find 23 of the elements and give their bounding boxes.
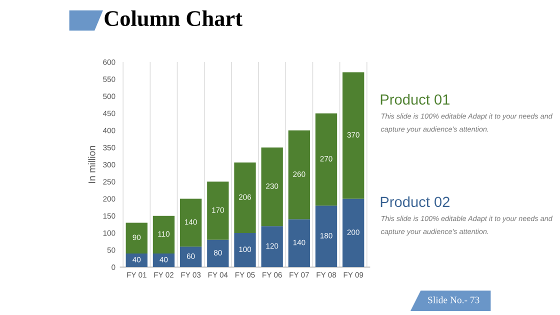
bar <box>261 226 283 268</box>
bar <box>152 216 175 254</box>
bar <box>261 148 283 226</box>
bar <box>342 198 364 268</box>
y-axis-title: In million <box>88 146 96 183</box>
chart-title: Column Chart <box>104 10 242 26</box>
bar <box>288 219 310 268</box>
bar <box>315 206 338 268</box>
bar <box>207 240 229 268</box>
bar <box>126 253 148 268</box>
series-label: Product 01 <box>380 94 450 105</box>
bar <box>342 72 364 199</box>
bar <box>288 130 310 220</box>
bar <box>126 222 148 254</box>
series-label: Product 02 <box>380 196 450 208</box>
bar <box>180 198 202 247</box>
bar <box>207 182 229 240</box>
bar <box>234 162 256 233</box>
bar <box>180 246 202 268</box>
bar <box>152 253 175 268</box>
text: Slide No.- 73 <box>428 296 480 304</box>
bar <box>234 232 256 268</box>
bar <box>315 113 338 206</box>
